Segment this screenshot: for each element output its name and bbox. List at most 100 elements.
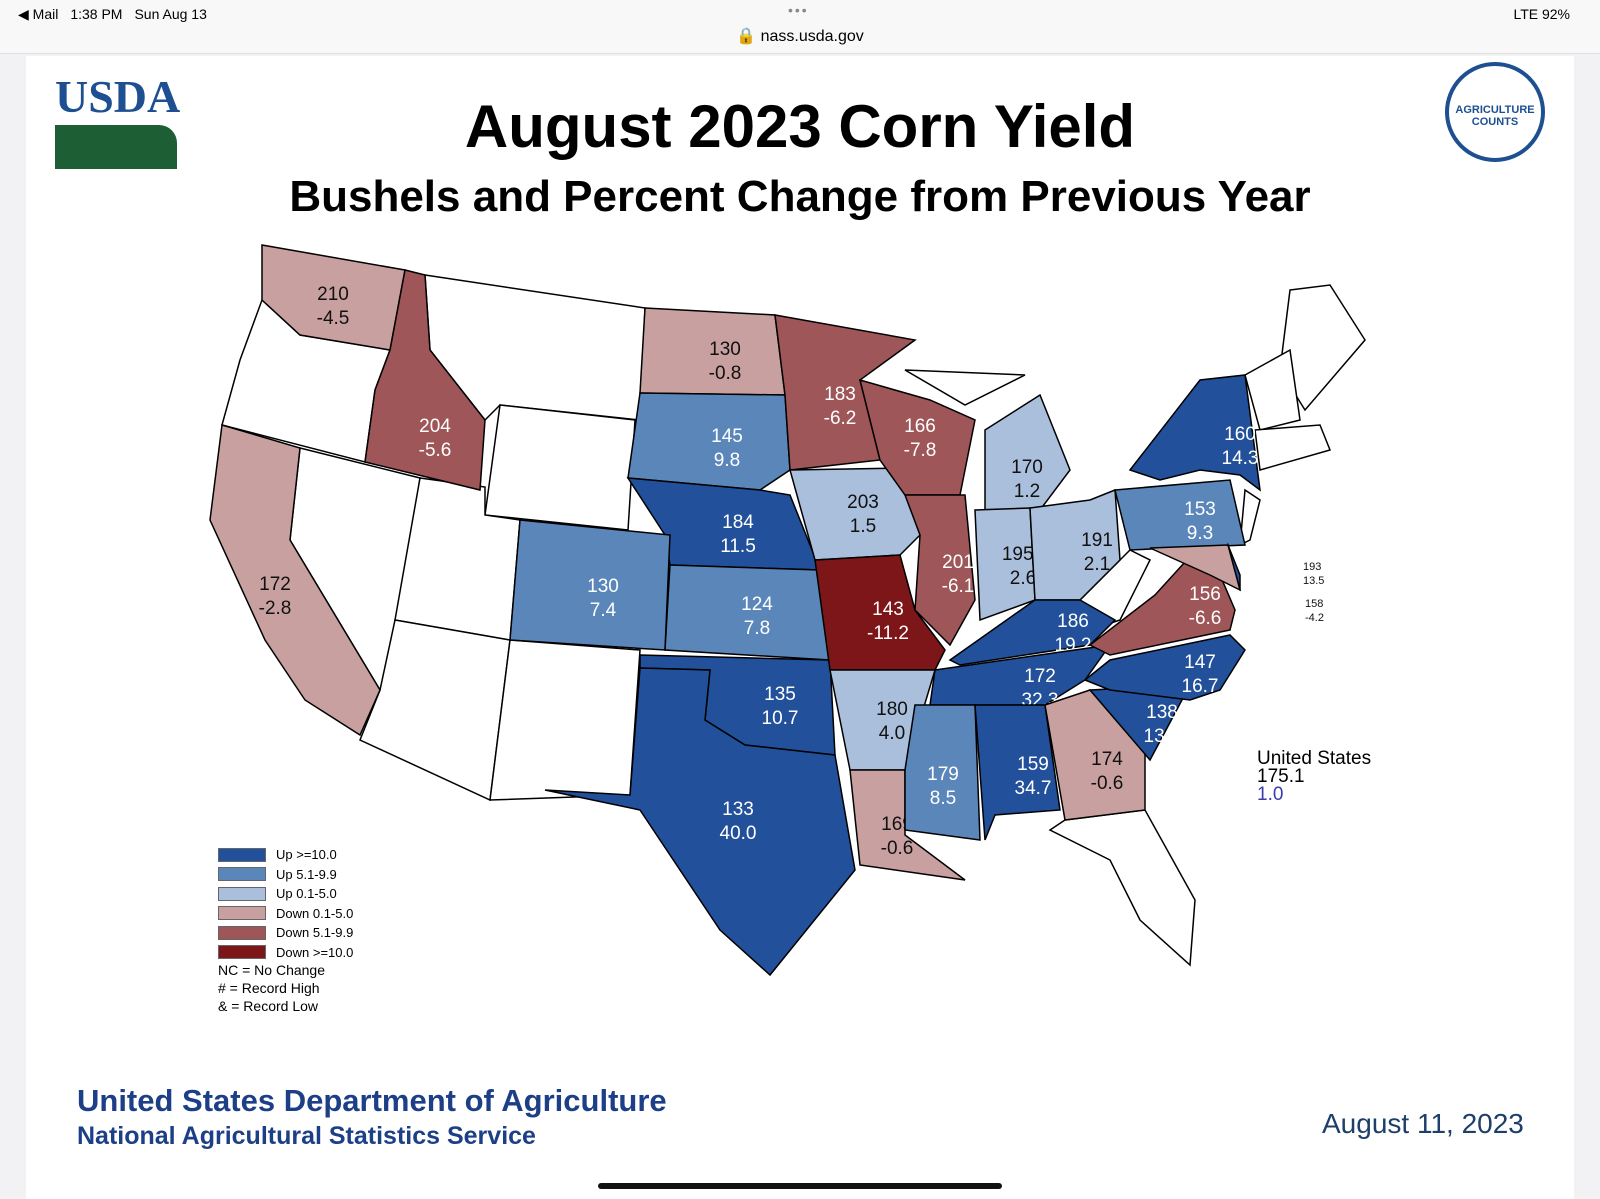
state-mi [984, 393, 1071, 511]
state-no-data [1244, 348, 1301, 431]
footer-agency: United States Department of Agriculture [77, 1083, 667, 1118]
state-change-label: 34.7 [1015, 778, 1052, 799]
state-id [364, 269, 486, 491]
state-ms [904, 704, 981, 841]
time: 1:38 PM [70, 6, 123, 22]
legend-label: Down 0.1-5.0 [276, 905, 354, 921]
state-yield-label: 203 [847, 492, 879, 513]
state-change-label: 4.0 [879, 723, 905, 744]
state-yield-label: 124 [741, 594, 773, 615]
state-yield-label: 191 [1081, 530, 1113, 551]
state-yield-label: 172 [259, 574, 291, 595]
state-yield-label: 166 [904, 416, 936, 437]
state-change-label: 9.8 [714, 450, 740, 471]
state-yield-label: 186 [1057, 611, 1089, 632]
state-yield-label: 130 [709, 339, 741, 360]
state-yield-label: 147 [1184, 652, 1216, 673]
state-change-label: 13.1 [1144, 726, 1181, 747]
state-yield-label: 204 [419, 416, 451, 437]
us-total-label: United States [1257, 748, 1372, 769]
usda-logo-text: USDA [55, 71, 181, 122]
state-no-data [1254, 424, 1332, 471]
state-change-label: -5.6 [419, 440, 452, 461]
state-change-label: 13.5 [1303, 575, 1324, 587]
us-total: United States 175.1 1.0 [1257, 748, 1372, 805]
state-ca [209, 424, 381, 737]
state-yield-label: 133 [722, 799, 754, 820]
legend-item: Up 5.1-9.9 [218, 865, 353, 885]
state-nc [1083, 634, 1246, 701]
us-total-change: 1.0 [1257, 784, 1284, 805]
state-al [974, 704, 1061, 841]
legend-swatch [218, 906, 266, 921]
more-dots-icon[interactable]: ••• [788, 2, 809, 18]
legend-swatch [218, 925, 266, 940]
state-yield-label: 160 [1224, 424, 1256, 445]
state-change-label: -6.1 [942, 576, 975, 597]
legend-label: Down >=10.0 [276, 944, 354, 960]
state-la [849, 769, 966, 881]
state-change-label: -6.2 [824, 408, 857, 429]
state-yield-label: 210 [317, 284, 349, 305]
state-change-label: 7.8 [744, 618, 770, 639]
state-yield-label: 135 [764, 684, 796, 705]
back-to-mail[interactable]: ◀ Mail [18, 6, 59, 22]
release-date: August 11, 2023 [1322, 1108, 1524, 1139]
state-yield-label: 174 [1091, 749, 1123, 770]
url-text: nass.usda.gov [760, 28, 864, 45]
state-change-label: 2.1 [1084, 554, 1110, 575]
signal-battery: LTE 92% [1513, 6, 1570, 22]
state-change-label: 1.2 [1014, 481, 1040, 502]
state-yield-label: 183 [824, 384, 856, 405]
state-change-label: -0.6 [1091, 773, 1124, 794]
status-bar: ◀ Mail 1:38 PM Sun Aug 13 ••• 🔒 nass.usda.… [0, 0, 1600, 54]
legend-swatch [218, 886, 266, 901]
state-change-label: 16.7 [1182, 676, 1219, 697]
legend-item: Down 0.1-5.0 [218, 904, 353, 924]
state-change-label: -0.8 [709, 363, 742, 384]
state-md [1149, 544, 1242, 592]
state-yield-label: 145 [711, 426, 743, 447]
state-tn [929, 644, 1112, 706]
legend-label: Down 5.1-9.9 [276, 925, 354, 941]
state-sd [627, 392, 791, 491]
us-total-yield: 175.1 [1257, 766, 1305, 787]
state-change-label: -7.8 [904, 440, 937, 461]
state-ny [1128, 374, 1261, 492]
state-yield-label: 193 [1303, 561, 1321, 573]
legend-note: # = Record High [218, 980, 320, 996]
state-yield-label: 180 [876, 699, 908, 720]
state-change-label: 9.3 [1187, 523, 1213, 544]
usda-logo: USDA [55, 70, 180, 169]
state-wa [261, 244, 406, 351]
legend-swatch [218, 847, 266, 862]
state-pa [1114, 479, 1246, 551]
state-yield-label: 143 [872, 599, 904, 620]
state-change-label: 8.5 [930, 788, 956, 809]
page-title: August 2023 Corn Yield [464, 93, 1136, 160]
state-change-label: -6.6 [1189, 608, 1222, 629]
legend-item: Down >=10.0 [218, 943, 353, 963]
state-no-data [1048, 809, 1196, 967]
state-change-label: 1.5 [850, 516, 876, 537]
state-change-label: 40.0 [720, 823, 757, 844]
state-yield-label: 130 [587, 576, 619, 597]
legend-swatch [218, 945, 266, 960]
state-yield-label: 158 [1305, 598, 1323, 610]
page-subtitle: Bushels and Percent Change from Previous… [289, 172, 1311, 221]
url-bar[interactable]: 🔒 nass.usda.gov [736, 28, 864, 45]
state-ky [948, 599, 1117, 666]
legend-label: Up 5.1-9.9 [276, 866, 337, 882]
state-no-data [484, 404, 636, 531]
state-change-label: 7.4 [590, 600, 617, 621]
legend-swatch [218, 867, 266, 882]
state-no-data [904, 369, 1026, 406]
home-indicator[interactable] [598, 1183, 1002, 1189]
date: Sun Aug 13 [134, 6, 207, 22]
legend-note: NC = No Change [218, 962, 326, 978]
legend-item: Down 5.1-9.9 [218, 923, 353, 943]
state-no-data [359, 619, 511, 802]
legend-label: Up >=10.0 [276, 847, 337, 863]
agriculture-counts-text: AGRICULTURE COUNTS [1455, 104, 1535, 128]
